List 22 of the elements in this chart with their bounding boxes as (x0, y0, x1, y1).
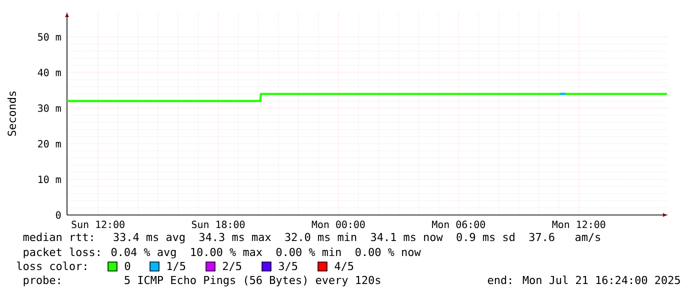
legend-title: loss color: (17, 262, 86, 270)
y-tick-label: 20 m (38, 140, 61, 148)
legend-label: 2/5 (223, 262, 242, 272)
x-tick-label: Sun 12:00 (72, 220, 124, 228)
x-tick-label: Sun 18:00 (192, 220, 245, 228)
text: end: Mon Jul 21 16:24:00 2025 (488, 276, 680, 284)
text: packet loss: 0.04 % avg 10.00 % max 0.00 % min 0.00 % now (24, 248, 421, 258)
x-tick-label: Mon 06:00 (432, 220, 486, 228)
y-tick-label: 10 m (38, 176, 61, 184)
y-tick-label: 30 m (38, 104, 61, 112)
y-tick-label: 40 m (38, 68, 61, 76)
y-tick-label: 50 m (38, 33, 61, 41)
x-tick-label: Mon 00:00 (312, 220, 365, 228)
legend-label: 3/5 (278, 262, 298, 272)
legend-label: 4/5 (334, 262, 354, 272)
text: median rtt: 33.4 ms avg 34.3 ms max 32.0 ms min 34.1 ms now 0.9 ms sd 37.6 am/s (23, 232, 600, 244)
legend-label: 0 (124, 262, 130, 270)
y-tick-label: 0 (56, 211, 61, 219)
y-axis-title: Seconds (7, 91, 16, 136)
text: probe: 5 ICMP Echo Pings (56 Bytes) every 120s (24, 276, 380, 286)
x-tick-label: Mon 12:00 (552, 220, 606, 228)
legend-label: 1/5 (168, 262, 186, 272)
